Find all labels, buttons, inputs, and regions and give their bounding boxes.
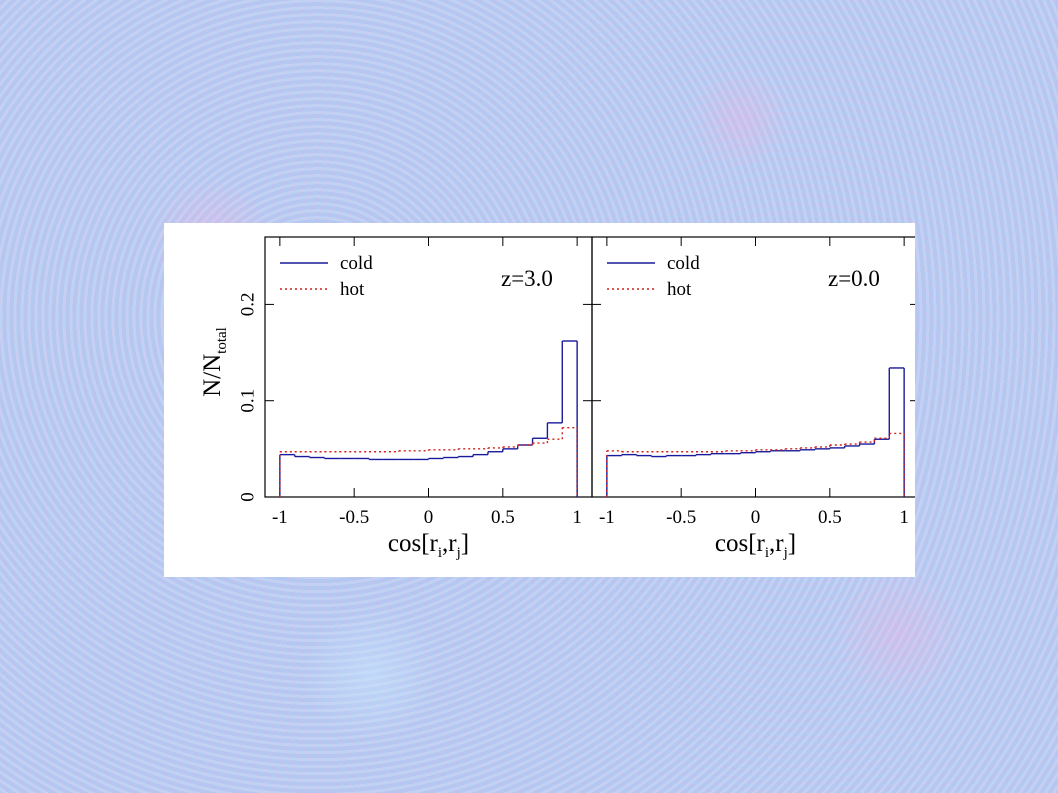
y-tick-label: 0.1 [237, 389, 258, 413]
x-tick-label: 1 [899, 507, 909, 528]
x-label-part: ] [788, 530, 796, 557]
y-axis-label: N/Ntotal [199, 327, 230, 397]
legend-label: cold [667, 253, 700, 274]
x-label-subscript: i [765, 545, 769, 561]
x-tick-label: 0.5 [818, 507, 842, 528]
x-label-subscript: j [783, 545, 788, 561]
x-tick-label: 0.5 [491, 507, 515, 528]
x-tick-label: -1 [599, 507, 615, 528]
x-tick-label: 0 [424, 507, 434, 528]
x-axis-label: cos[ri,rj] [388, 530, 469, 561]
y-tick-label: 0.2 [237, 293, 258, 317]
y-label-part: N/N [199, 354, 226, 397]
x-label-part: ] [461, 530, 469, 557]
x-label-part: cos[r [388, 530, 439, 557]
annotation: z=0.0 [828, 266, 880, 291]
histogram-hot [606, 432, 905, 497]
histogram-cold [606, 367, 905, 497]
legend-label: hot [667, 279, 692, 300]
x-label-part: ,r [442, 530, 457, 557]
x-label-subscript: j [456, 545, 461, 561]
x-axis-label: cos[ri,rj] [715, 530, 796, 561]
x-tick-label: 1 [572, 507, 582, 528]
x-label-part: ,r [769, 530, 784, 557]
figure-background [164, 223, 915, 577]
x-label-part: cos[r [715, 530, 766, 557]
x-tick-label: -1 [272, 507, 288, 528]
y-tick-label: 0 [237, 492, 258, 502]
x-tick-label: -0.5 [339, 507, 369, 528]
legend-label: cold [340, 253, 373, 274]
x-tick-label: -0.5 [666, 507, 696, 528]
legend-label: hot [340, 279, 365, 300]
annotation: z=3.0 [501, 266, 553, 291]
x-label-subscript: i [438, 545, 442, 561]
y-label-subscript: total [214, 327, 230, 354]
x-tick-label: 0 [751, 507, 761, 528]
histogram-hot [279, 426, 578, 497]
